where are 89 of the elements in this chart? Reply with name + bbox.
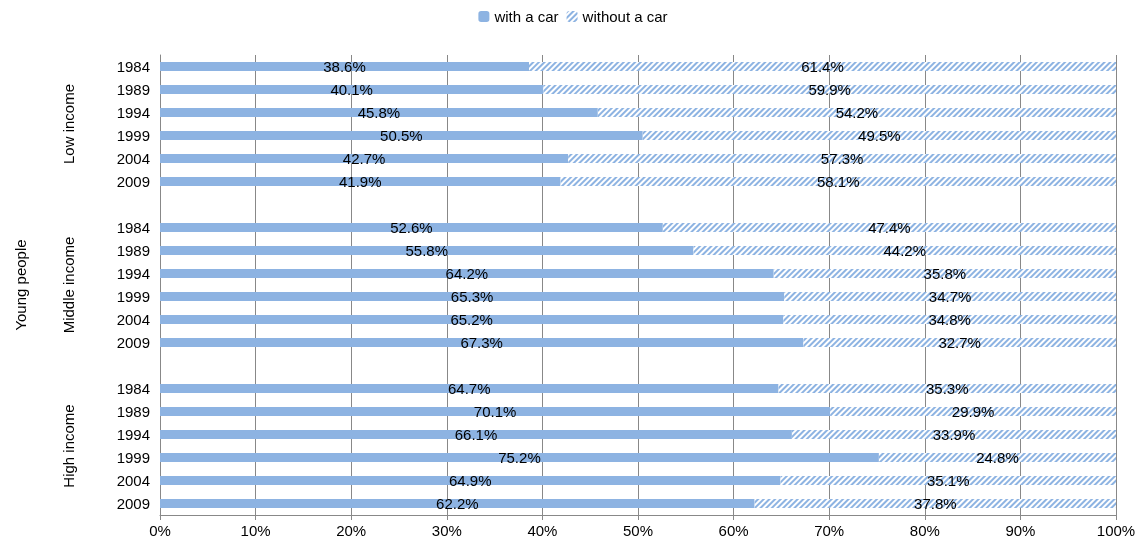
data-label: 62.2% [436, 495, 479, 512]
bar [160, 314, 784, 325]
data-label: 52.6% [390, 219, 433, 236]
data-label: 61.4% [801, 58, 844, 75]
y-tick-label: 1999 [116, 127, 150, 144]
x-tick-label: 70% [814, 522, 845, 539]
y-tick-label: 2004 [116, 311, 150, 328]
data-label: 41.9% [339, 173, 382, 190]
bar [160, 130, 643, 141]
bar [160, 107, 598, 118]
text: Middle income [59, 236, 77, 334]
bar [160, 429, 792, 440]
data-label: 44.2% [883, 242, 926, 259]
x-tick-label: 100% [1096, 522, 1136, 539]
x-tick-label: 50% [622, 522, 654, 539]
x-tick-label: 60% [718, 522, 749, 539]
y-tick-label: 1989 [116, 242, 150, 259]
data-label: 64.9% [448, 472, 492, 489]
bar [160, 176, 561, 187]
y-tick-label: 2004 [116, 150, 150, 167]
y-tick-label: 2009 [116, 495, 150, 512]
data-label: 65.2% [450, 311, 493, 328]
y-tick-label: 1984 [116, 219, 150, 236]
bar [160, 406, 831, 417]
data-label: 67.3% [460, 334, 503, 351]
data-label: 54.2% [835, 104, 879, 121]
bar [160, 452, 879, 463]
legend-label: with a car [493, 8, 559, 25]
x-tick-label: 20% [336, 522, 367, 539]
data-label: 38.6% [323, 58, 366, 75]
bar [160, 245, 694, 256]
data-label: 75.2% [498, 449, 541, 466]
y-tick-label: 1989 [116, 81, 150, 98]
bar [160, 84, 544, 95]
text: High income [59, 404, 77, 488]
x-tick-label: 10% [240, 522, 271, 539]
bar [160, 61, 530, 72]
data-label: 66.1% [454, 426, 498, 443]
y-tick-label: 1989 [116, 403, 150, 420]
data-label: 35.1% [926, 472, 970, 489]
data-label: 58.1% [817, 173, 860, 190]
y-tick-label: 2004 [116, 472, 150, 489]
data-label: 59.9% [808, 81, 851, 98]
data-label: 34.7% [928, 288, 972, 305]
y-tick-label: 2009 [116, 173, 150, 190]
bar [160, 291, 785, 302]
data-label: 64.7% [447, 380, 491, 397]
bar [160, 475, 781, 486]
data-label: 35.3% [925, 380, 969, 397]
data-label: 45.8% [357, 104, 401, 121]
data-label: 50.5% [380, 127, 423, 144]
y-tick-label: 1994 [116, 426, 150, 443]
data-label: 55.8% [405, 242, 448, 259]
x-tick-label: 80% [909, 522, 940, 539]
legend-label: without a car [581, 8, 668, 25]
bar [160, 268, 774, 279]
bar [160, 498, 755, 509]
data-label: 24.8% [976, 449, 1019, 466]
text: Low income [59, 83, 77, 165]
data-label: 57.3% [820, 150, 864, 167]
data-label: 34.8% [928, 311, 971, 328]
data-label: 70.1% [473, 403, 517, 420]
data-label: 42.7% [342, 150, 386, 167]
y-tick-label: 1984 [116, 58, 150, 75]
data-label: 37.8% [914, 495, 957, 512]
data-label: 32.7% [938, 334, 981, 351]
data-label: 35.8% [923, 265, 967, 282]
data-label: 64.2% [445, 265, 489, 282]
bar [160, 383, 779, 394]
text: Young people [11, 239, 29, 331]
data-label: 65.3% [450, 288, 494, 305]
x-tick-label: 40% [527, 522, 558, 539]
data-label: 47.4% [868, 219, 911, 236]
y-tick-label: 1999 [116, 288, 150, 305]
data-label: 40.1% [330, 81, 373, 98]
bar [160, 153, 569, 164]
bar [160, 222, 663, 233]
data-label: 49.5% [858, 127, 901, 144]
y-tick-label: 1999 [116, 449, 150, 466]
y-tick-label: 1994 [116, 104, 150, 121]
y-tick-label: 1994 [116, 265, 150, 282]
x-tick-label: 90% [1005, 522, 1036, 539]
y-tick-label: 1984 [116, 380, 150, 397]
y-tick-label: 2009 [116, 334, 150, 351]
x-tick-label: 30% [431, 522, 462, 539]
data-label: 29.9% [951, 403, 995, 420]
x-tick-label: 0% [149, 522, 171, 539]
data-label: 33.9% [932, 426, 976, 443]
bar [160, 337, 804, 348]
